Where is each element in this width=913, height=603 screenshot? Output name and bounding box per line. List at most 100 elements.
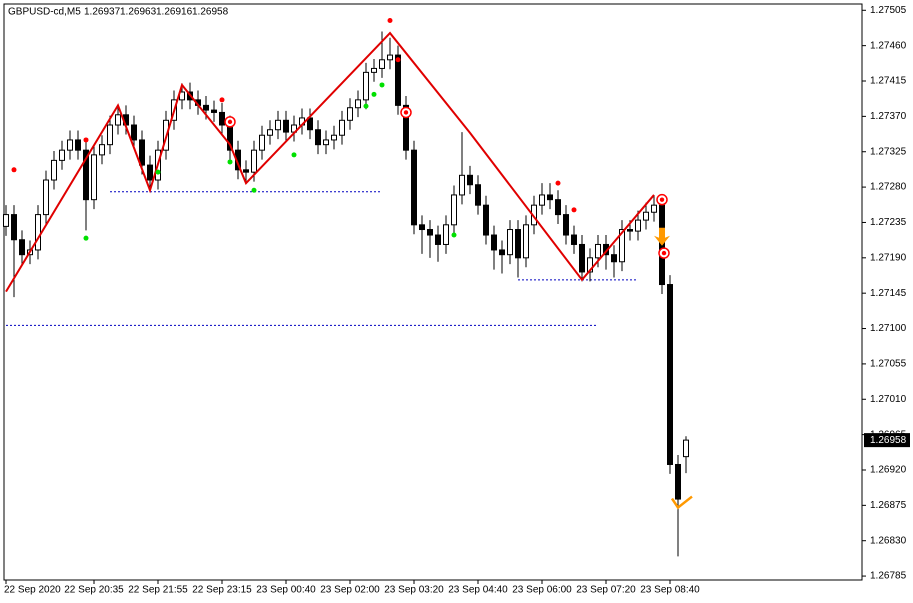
y-tick-label: 1.27280 <box>870 182 907 193</box>
fractal-dot <box>395 57 401 63</box>
candle-body <box>83 149 89 201</box>
y-tick-label: 1.27235 <box>870 217 907 228</box>
fractal-dot <box>83 137 89 143</box>
candle-body <box>387 54 393 61</box>
candle-body <box>355 99 361 109</box>
candle-body <box>315 129 321 146</box>
y-tick-label: 1.27100 <box>870 323 907 334</box>
candle-body <box>459 174 465 196</box>
candle-body <box>419 224 425 231</box>
signal-check <box>670 495 693 510</box>
candle-body <box>451 194 457 226</box>
candle-body <box>635 219 641 232</box>
candle-body <box>363 71 369 101</box>
candle-body <box>539 194 545 206</box>
candle-body <box>555 199 561 216</box>
y-tick-label: 1.27145 <box>870 288 907 299</box>
fractal-dot <box>379 82 385 88</box>
candle-body <box>147 164 153 181</box>
candle-body <box>491 234 497 251</box>
target-dot <box>661 250 667 256</box>
fractal-dot <box>11 167 17 173</box>
candle-body <box>115 114 121 126</box>
candle-body <box>651 204 657 213</box>
header-open: 1.26937 <box>84 7 121 18</box>
fractal-dot <box>371 91 377 97</box>
candle-body <box>435 234 441 245</box>
candle-body <box>35 214 41 251</box>
candle-body <box>19 239 25 256</box>
target-dot <box>659 197 665 202</box>
y-tick-label: 1.27190 <box>870 252 907 263</box>
candle-body <box>683 439 689 458</box>
candle-body <box>131 124 137 141</box>
candle-body <box>563 214 569 236</box>
fractal-dot <box>451 232 457 238</box>
candle-body <box>75 139 81 151</box>
candle-body <box>219 111 225 126</box>
candle-body <box>283 119 289 133</box>
fractal-dot <box>83 235 89 241</box>
x-tick-label: 22 Sep 23:15 <box>192 585 252 596</box>
plot-area <box>3 3 863 581</box>
candle-body <box>579 243 585 273</box>
y-tick-label: 1.26875 <box>870 500 907 511</box>
header-low: 1.26916 <box>156 7 193 18</box>
candle-body <box>43 179 49 216</box>
x-tick-label: 23 Sep 06:00 <box>512 585 572 596</box>
candle-body <box>619 229 625 263</box>
candle-body <box>267 129 273 136</box>
y-tick-label: 1.26920 <box>870 465 907 476</box>
candle-body <box>547 194 553 201</box>
candle-body <box>243 169 249 173</box>
header-high: 1.26963 <box>120 7 157 18</box>
candle-body <box>107 124 113 146</box>
symbol-label: GBPUSD-cd,M5 <box>8 7 81 18</box>
candle-body <box>411 149 417 226</box>
candle-body <box>475 184 481 206</box>
candle-body <box>323 139 329 146</box>
fractal-dot <box>291 152 297 158</box>
candle-body <box>523 224 529 259</box>
y-tick-label: 1.27460 <box>870 40 907 51</box>
x-tick-label: 23 Sep 03:20 <box>384 585 444 596</box>
x-tick-label: 23 Sep 00:40 <box>256 585 316 596</box>
fractal-dot <box>219 97 225 103</box>
x-tick-label: 23 Sep 02:00 <box>320 585 380 596</box>
candle-body <box>667 284 673 465</box>
x-tick-label: 22 Sep 2020 <box>4 585 61 596</box>
fractal-dot <box>363 103 369 109</box>
candle-body <box>507 229 513 256</box>
candle-body <box>427 229 433 236</box>
candle-body <box>67 139 73 151</box>
zigzag-line <box>5 31 655 293</box>
candle-body <box>91 154 97 201</box>
signal-arrow <box>654 227 670 246</box>
candle-body <box>627 229 633 232</box>
y-tick-label: 1.26785 <box>870 571 907 582</box>
fractal-dot <box>387 18 393 24</box>
x-tick-label: 23 Sep 04:40 <box>448 585 508 596</box>
price-box-label: 1.26958 <box>870 435 907 446</box>
candle-body <box>339 119 345 136</box>
x-tick-label: 22 Sep 21:55 <box>128 585 188 596</box>
candle-body <box>379 59 385 69</box>
fractal-dot <box>251 187 257 193</box>
y-tick-label: 1.27505 <box>870 5 907 16</box>
candle-body <box>483 204 489 236</box>
candle-body <box>643 211 649 221</box>
candle-body <box>203 104 209 111</box>
candle-body <box>3 214 9 227</box>
candle-body <box>331 134 337 141</box>
x-tick-label: 22 Sep 20:35 <box>64 585 124 596</box>
y-tick-label: 1.27010 <box>870 394 907 405</box>
target-dot <box>403 110 409 115</box>
candle-body <box>395 54 401 106</box>
candle-body <box>371 67 377 73</box>
candle-body <box>443 224 449 245</box>
candle-body <box>515 229 521 259</box>
y-tick-label: 1.27370 <box>870 111 907 122</box>
candle-body <box>403 104 409 151</box>
